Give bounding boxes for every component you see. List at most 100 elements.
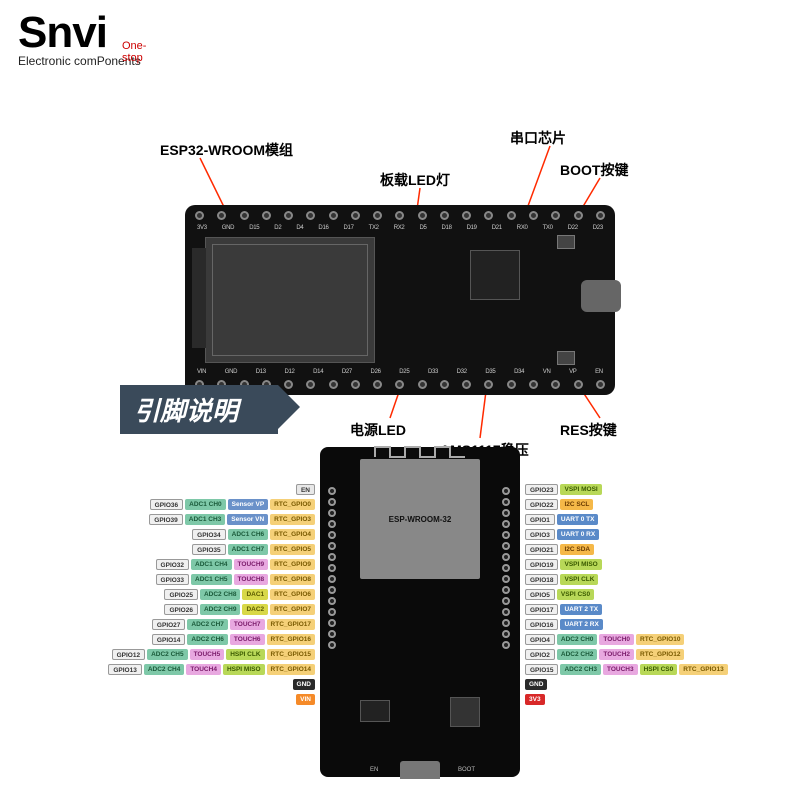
pin-tag-gnd: GND — [525, 679, 547, 690]
pin-row: RTC_GPIO16TOUCH6ADC2 CH6GPIO14 — [152, 633, 315, 646]
silk-label: D32 — [457, 369, 467, 375]
pin-tag-adc: ADC1 CH6 — [228, 529, 269, 540]
pin-tag-gpio: GPIO12 — [112, 649, 145, 660]
pin-hole — [551, 211, 560, 220]
pin-hole — [240, 211, 249, 220]
pin-tag-gpio: GPIO36 — [150, 499, 183, 510]
pin-tag-vin: VIN — [296, 694, 315, 705]
pin-tag-touch: TOUCH8 — [234, 574, 269, 585]
pin-hole — [395, 211, 404, 220]
pin-tag-i2c: I2C SDA — [560, 544, 594, 555]
pin-tag-rtc: RTC_GPIO6 — [270, 589, 315, 600]
serial-chip — [470, 250, 520, 300]
pin-hole — [328, 608, 336, 616]
silk-label: VIN — [197, 369, 206, 375]
pin-tag-adc: ADC2 CH9 — [200, 604, 241, 615]
boot-button — [557, 235, 575, 249]
pin-tag-sensor: Sensor VP — [228, 499, 269, 510]
pin-row: RTC_GPIO9TOUCH9ADC1 CH4GPIO32 — [156, 558, 315, 571]
pin-hole — [502, 619, 510, 627]
pin-tag-spi: VSPI CS0 — [557, 589, 594, 600]
pin-hole — [502, 531, 510, 539]
pcb-pinout-view: ESP-WROOM-32 EN BOOT — [320, 447, 520, 777]
silk-label: VP — [569, 369, 576, 375]
pin-tag-spi: VSPI MOSI — [560, 484, 601, 495]
pin-row: GND — [293, 678, 315, 691]
silk-label: D2 — [274, 225, 281, 231]
pin-hole — [551, 380, 560, 389]
pin-tag-gpio: GPIO1 — [525, 514, 555, 525]
silk-label: D23 — [593, 225, 603, 231]
silk-label: D25 — [399, 369, 409, 375]
pin-tag-rtc: RTC_GPIO13 — [679, 664, 727, 675]
pin-tag-gpio: GPIO21 — [525, 544, 558, 555]
pin-row: GPIO18VSPI CLK — [525, 573, 598, 586]
pin-hole — [328, 564, 336, 572]
silk-label: RX0 — [517, 225, 528, 231]
pin-tag-v3: 3V3 — [525, 694, 545, 705]
pin-tag-rtc: RTC_GPIO15 — [267, 649, 315, 660]
pin-row: GPIO23VSPI MOSI — [525, 483, 602, 496]
pin-tag-gpio: GPIO27 — [152, 619, 185, 630]
pin-row: RTC_GPIO3Sensor VNADC1 CH3GPIO39 — [149, 513, 315, 526]
pin-row: GPIO16UART 2 RX — [525, 618, 603, 631]
en-silk: EN — [370, 767, 378, 773]
pinout-section-title: 引脚说明 — [120, 385, 278, 434]
pin-tag-rtc: RTC_GPIO10 — [636, 634, 684, 645]
pin-hole — [284, 211, 293, 220]
pin-row: RTC_GPIO0Sensor VPADC1 CH0GPIO36 — [150, 498, 315, 511]
pin-tag-touch: TOUCH6 — [230, 634, 265, 645]
pin-tag-touch: TOUCH2 — [599, 649, 634, 660]
pin-row: RTC_GPIO15HSPI CLKTOUCH5ADC2 CH5GPIO12 — [112, 648, 315, 661]
pin-hole — [328, 531, 336, 539]
pin-tag-uart: UART 0 TX — [557, 514, 599, 525]
antenna-trace — [370, 445, 470, 459]
pin-tag-rtc: RTC_GPIO5 — [270, 544, 315, 555]
pin-tag-touch: TOUCH4 — [186, 664, 221, 675]
silk-label: D12 — [284, 369, 294, 375]
pin-row: GND — [525, 678, 547, 691]
pin-tag-gpio: GPIO34 — [192, 529, 225, 540]
pin-tag-spi: VSPI CLK — [560, 574, 598, 585]
pin-tag-gpio: GPIO15 — [525, 664, 558, 675]
pin-tag-gpio: GPIO32 — [156, 559, 189, 570]
pin-hole — [329, 380, 338, 389]
pin-row: RTC_GPIO17TOUCH7ADC2 CH7GPIO27 — [152, 618, 315, 631]
pin-hole — [462, 380, 471, 389]
pin-tag-gnd: GND — [293, 679, 315, 690]
pin-row: GPIO2ADC2 CH2TOUCH2RTC_GPIO12 — [525, 648, 684, 661]
pin-row: GPIO3UART 0 RX — [525, 528, 599, 541]
pin-tag-dac: DAC1 — [242, 589, 268, 600]
pin-tag-spi: HSPI MISO — [223, 664, 265, 675]
pin-hole — [596, 380, 605, 389]
usbc-port — [581, 280, 621, 312]
pin-hole — [574, 211, 583, 220]
silkscreen-bottom: VINGNDD13D12D14D27D26D25D33D32D35D34VNVP… — [197, 369, 603, 375]
pin-hole — [529, 211, 538, 220]
pin-row: RTC_GPIO6DAC1ADC2 CH8GPIO25 — [164, 588, 315, 601]
silk-label: D17 — [344, 225, 354, 231]
pin-header-top — [195, 211, 605, 220]
pin-tag-touch: TOUCH3 — [603, 664, 638, 675]
pin-row: GPIO21I2C SDA — [525, 543, 594, 556]
pcb-top-view: 3V3GNDD15D2D4D16D17TX2RX2D5D18D19D21RX0T… — [185, 205, 615, 395]
pin-tag-adc: ADC2 CH0 — [557, 634, 598, 645]
pin-row: RTC_GPIO5ADC1 CH7GPIO35 — [192, 543, 315, 556]
pin-hole — [502, 498, 510, 506]
pin-labels-left: ENRTC_GPIO0Sensor VPADC1 CH0GPIO36RTC_GP… — [108, 483, 315, 706]
silk-label: D22 — [568, 225, 578, 231]
esp-wroom-32-module: ESP-WROOM-32 — [360, 459, 480, 579]
silk-label: D19 — [467, 225, 477, 231]
pin-tag-adc: ADC2 CH2 — [557, 649, 598, 660]
pin-tag-adc: ADC1 CH7 — [228, 544, 269, 555]
pin-row: GPIO17UART 2 TX — [525, 603, 602, 616]
pin-hole — [418, 380, 427, 389]
silk-label: GND — [222, 225, 234, 231]
callout-c1: ESP32-WROOM模组 — [160, 140, 293, 160]
pin-hole — [217, 211, 226, 220]
pin-tag-gpio: GPIO19 — [525, 559, 558, 570]
pin-hole — [373, 211, 382, 220]
pin-column-right — [502, 487, 512, 649]
pin-tag-adc: ADC2 CH8 — [200, 589, 241, 600]
pin-hole — [440, 380, 449, 389]
